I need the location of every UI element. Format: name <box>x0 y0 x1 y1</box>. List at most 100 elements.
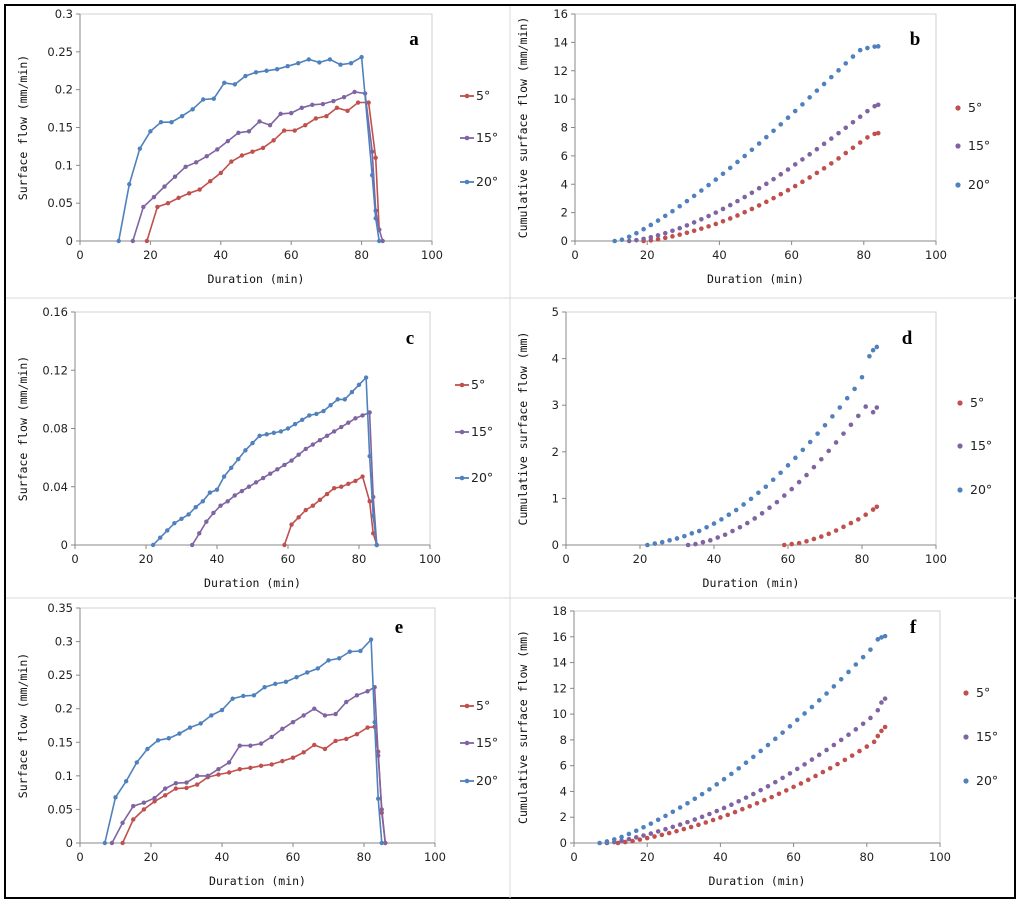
data-point <box>296 60 301 66</box>
data-point <box>280 726 285 732</box>
data-point <box>303 507 308 513</box>
data-point <box>737 524 743 530</box>
data-point <box>379 840 384 846</box>
data-point <box>189 542 195 548</box>
legend-marker <box>957 443 963 449</box>
data-point <box>843 61 849 66</box>
y-tick-label: 2 <box>560 810 567 824</box>
data-point <box>804 472 809 478</box>
data-point <box>872 103 877 109</box>
data-point <box>816 698 822 703</box>
data-point <box>344 736 349 742</box>
y-tick-label: 16 <box>553 7 568 21</box>
data-point <box>648 821 654 826</box>
data-point <box>333 711 338 717</box>
x-tick-label: 80 <box>354 248 369 262</box>
data-point <box>289 110 294 116</box>
data-point <box>312 706 317 711</box>
data-point <box>630 838 635 844</box>
legend-entry: 5° <box>460 698 490 713</box>
legend-marker <box>963 690 969 696</box>
data-point <box>250 440 255 446</box>
data-point <box>176 195 181 201</box>
data-point <box>872 131 877 137</box>
data-point <box>367 410 372 415</box>
series-1 <box>685 404 880 548</box>
data-point <box>371 513 376 519</box>
data-point <box>714 782 720 787</box>
y-axis-label: Surface flow (mm/min) <box>16 653 30 798</box>
data-point <box>749 190 755 196</box>
chart-panel-f: 0 2 4 6 8 10 12 14 16 18 0 20 40 60 80 100 Duration (min… <box>516 604 998 888</box>
x-tick-label: 20 <box>640 850 655 864</box>
data-point <box>850 54 856 59</box>
data-point <box>785 187 791 193</box>
data-point <box>756 490 761 496</box>
data-point <box>807 152 812 157</box>
data-point <box>622 839 628 845</box>
data-point <box>820 769 826 775</box>
data-point <box>715 535 720 540</box>
y-tick-label: 0.35 <box>47 601 73 615</box>
series-1 <box>130 89 385 244</box>
y-tick-label: 12 <box>552 681 567 695</box>
data-point <box>211 510 216 516</box>
data-point <box>767 505 772 511</box>
data-point <box>327 57 333 62</box>
legend-entry: 15° <box>955 138 990 153</box>
data-point <box>641 833 646 838</box>
data-point <box>735 198 740 204</box>
legend-label: 5° <box>471 377 485 392</box>
data-point <box>685 819 690 825</box>
data-point <box>352 89 357 95</box>
data-point <box>787 771 793 776</box>
data-point <box>222 80 227 86</box>
data-point <box>356 382 362 388</box>
data-point <box>292 128 297 133</box>
data-point <box>655 218 661 223</box>
data-point <box>120 840 125 846</box>
data-point <box>824 747 829 753</box>
data-point <box>371 531 376 536</box>
data-point <box>201 97 206 102</box>
data-point <box>165 528 170 533</box>
data-point <box>134 760 139 765</box>
legend-label: 15° <box>970 438 992 453</box>
data-point <box>131 803 136 809</box>
series-line <box>121 725 387 844</box>
data-point <box>348 60 354 66</box>
y-tick-label: 12 <box>553 64 568 78</box>
legend-marker <box>464 778 470 784</box>
data-point <box>811 536 817 542</box>
data-point <box>373 155 378 160</box>
data-point <box>355 100 361 105</box>
data-point <box>294 674 299 680</box>
data-point <box>260 145 266 151</box>
data-point <box>882 724 888 730</box>
chart-panel-e: 0 0.05 0.1 0.15 0.2 0.25 0.3 0.35 0 20 40 60 80 100 Du… <box>16 601 498 888</box>
data-point <box>765 742 771 748</box>
data-point <box>328 403 333 408</box>
data-point <box>836 156 841 161</box>
data-point <box>707 787 712 792</box>
data-point <box>648 235 654 240</box>
legend-label: 20° <box>976 773 998 788</box>
data-point <box>743 760 749 766</box>
y-tick-label: 2 <box>561 206 568 220</box>
data-point <box>733 507 739 513</box>
data-point <box>359 54 364 60</box>
x-tick-label: 0 <box>76 850 83 864</box>
y-tick-label: 0.15 <box>47 735 73 749</box>
data-point <box>310 503 316 508</box>
data-point <box>798 781 804 786</box>
data-point <box>331 486 337 491</box>
data-point <box>807 175 812 180</box>
y-tick-label: 0.2 <box>55 702 73 716</box>
data-point <box>721 776 727 782</box>
data-point <box>243 73 248 79</box>
data-point <box>237 766 242 772</box>
data-point <box>305 670 310 675</box>
data-point <box>857 47 863 53</box>
data-point <box>645 542 650 548</box>
data-point <box>619 237 625 243</box>
